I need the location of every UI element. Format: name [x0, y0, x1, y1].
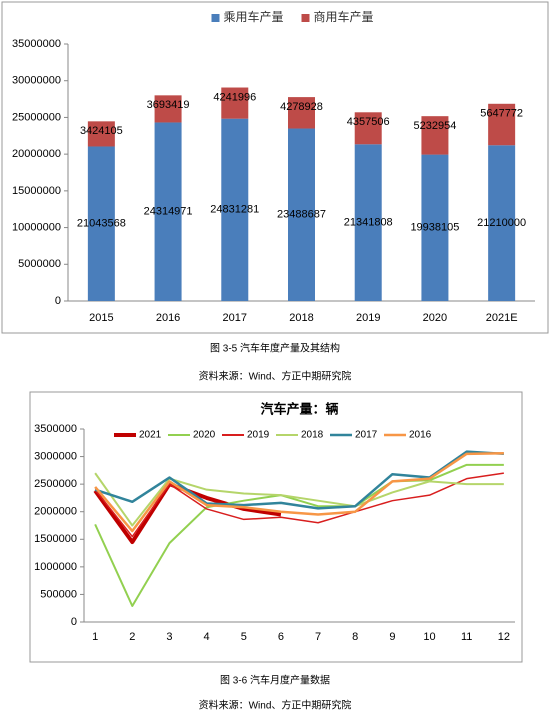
- x-tick-label: 11: [461, 631, 472, 643]
- bar-segment: [154, 122, 182, 301]
- x-tick-label: 3: [166, 631, 172, 643]
- source-note: 资料来源：Wind、方正中期研究院: [199, 370, 352, 383]
- bar-segment: [154, 95, 182, 123]
- series-line: [94, 472, 504, 527]
- legend-label: 2017: [355, 430, 378, 441]
- legend-label: 2020: [193, 430, 216, 441]
- data-label: 5647772: [480, 108, 523, 120]
- y-tick-label: 20000000: [12, 148, 61, 160]
- x-tick-label: 4: [204, 631, 210, 643]
- data-label: 21210000: [477, 217, 526, 229]
- data-label: 24314971: [144, 206, 193, 218]
- bar-segment: [288, 128, 315, 301]
- bar-segment: [421, 116, 449, 155]
- bar-segment: [87, 121, 115, 147]
- x-tick-label: 2019: [356, 312, 380, 324]
- y-tick-label: 5000000: [18, 258, 61, 270]
- x-tick-label: 2020: [423, 312, 447, 324]
- bar-segment: [288, 97, 315, 129]
- data-label: 4278928: [280, 101, 323, 113]
- figure-caption: 图 3-6 汽车月度产量数据: [220, 674, 330, 687]
- bar-segment: [221, 87, 249, 119]
- legend-label: 2016: [409, 430, 432, 441]
- series-line: [94, 472, 504, 538]
- y-tick-label: 500000: [40, 588, 77, 600]
- series-line: [94, 463, 504, 608]
- legend-swatch: [211, 14, 220, 22]
- y-tick-label: 2500000: [34, 478, 77, 490]
- y-tick-label: 1500000: [34, 533, 77, 545]
- y-tick-label: 30000000: [12, 75, 61, 87]
- data-label: 4241996: [213, 91, 256, 103]
- bar-segment: [354, 144, 382, 301]
- bar-segment: [488, 103, 516, 146]
- bar-segment: [87, 146, 115, 301]
- source-note: 资料来源：Wind、方正中期研究院: [199, 699, 352, 712]
- legend-swatch: [301, 14, 310, 22]
- legend-label: 2018: [301, 430, 324, 441]
- y-tick-label: 15000000: [12, 185, 61, 197]
- series-line: [94, 452, 504, 533]
- data-label: 4357506: [347, 116, 390, 128]
- x-tick-label: 12: [498, 631, 510, 643]
- y-tick-label: 3500000: [34, 423, 77, 435]
- y-tick-label: 10000000: [12, 221, 61, 233]
- data-label: 3693419: [147, 99, 190, 111]
- legend-label: 2021: [139, 430, 162, 441]
- y-tick-label: 2000000: [34, 506, 77, 518]
- x-tick-label: 2017: [223, 312, 247, 324]
- x-tick-label: 7: [315, 631, 321, 643]
- data-label: 19938105: [410, 222, 459, 234]
- data-label: 23488687: [277, 209, 326, 221]
- x-tick-label: 5: [241, 631, 247, 643]
- legend-label: 商用车产量: [314, 9, 374, 24]
- y-tick-label: 1000000: [34, 561, 77, 573]
- bar-segment: [421, 154, 449, 301]
- x-tick-label: 9: [389, 631, 395, 643]
- y-tick-label: 25000000: [12, 111, 61, 123]
- y-tick-label: 35000000: [12, 38, 61, 50]
- bar-segment: [354, 112, 382, 145]
- y-tick-label: 0: [71, 616, 77, 628]
- y-tick-label: 3000000: [34, 450, 77, 462]
- data-label: 24831281: [210, 204, 259, 216]
- data-label: 21341808: [344, 217, 393, 229]
- x-tick-label: 8: [352, 631, 358, 643]
- x-tick-label: 2021E: [486, 312, 518, 324]
- x-tick-label: 6: [278, 631, 284, 643]
- figure-caption: 图 3-5 汽车年度产量及其结构: [210, 342, 340, 355]
- x-tick-label: 1: [92, 631, 98, 643]
- data-label: 5232954: [414, 120, 457, 132]
- chart-frame: [29, 391, 523, 663]
- y-tick-label: 0: [55, 295, 61, 307]
- data-label: 3424105: [80, 125, 123, 137]
- x-tick-label: 2016: [156, 312, 180, 324]
- legend-label: 2019: [247, 430, 270, 441]
- chart-frame: [1, 1, 549, 334]
- data-label: 21043568: [77, 218, 126, 230]
- x-tick-label: 2015: [89, 312, 113, 324]
- legend-label: 乘用车产量: [224, 9, 284, 24]
- bar-segment: [488, 145, 516, 301]
- x-tick-label: 2: [129, 631, 135, 643]
- x-tick-label: 2018: [289, 312, 313, 324]
- x-tick-label: 10: [423, 631, 435, 643]
- chart-title: 汽车产量：辆: [260, 401, 338, 416]
- bar-segment: [221, 118, 249, 301]
